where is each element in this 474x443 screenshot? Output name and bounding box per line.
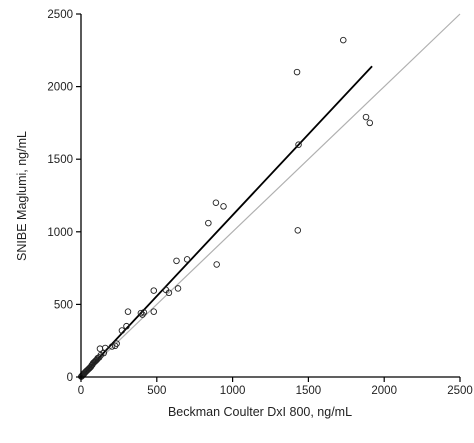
x-axis-label: Beckman Coulter DxI 800, ng/mL (168, 405, 352, 419)
data-point (174, 285, 182, 292)
y-tick-label: 1000 (47, 227, 73, 239)
y-axis-label: SNIBE Maglumi, ng/mL (15, 131, 29, 261)
data-point (205, 219, 212, 227)
data-point (340, 36, 347, 44)
data-point (137, 309, 145, 317)
y-tick-label: 2500 (47, 9, 73, 21)
data-points-layer (78, 36, 374, 380)
data-point (108, 343, 116, 350)
x-tick-label: 1000 (220, 385, 246, 397)
x-tick-label: 0 (78, 385, 84, 397)
data-point (212, 199, 220, 207)
data-point (366, 119, 374, 127)
data-point (165, 289, 173, 297)
data-point (295, 141, 302, 148)
data-point (293, 68, 301, 76)
data-point (102, 344, 109, 352)
data-point (150, 287, 158, 294)
identity-line-layer (80, 13, 461, 378)
data-point (124, 308, 132, 315)
y-tick-label: 2000 (47, 82, 73, 94)
data-point (173, 257, 180, 265)
y-tick-label: 1500 (47, 154, 73, 166)
x-tick-label: 2000 (371, 385, 397, 397)
data-point (118, 327, 126, 334)
data-point (294, 227, 302, 234)
data-point (113, 340, 120, 347)
data-point (183, 256, 191, 263)
x-tick-label: 2500 (447, 385, 473, 397)
x-tick-label: 500 (147, 385, 166, 397)
y-tick-label: 0 (67, 372, 73, 384)
data-point (220, 203, 227, 210)
data-point (150, 308, 158, 315)
identity-line (80, 13, 461, 378)
y-tick-label: 500 (54, 299, 73, 311)
x-tick-label: 1500 (296, 385, 322, 397)
data-point (123, 322, 130, 330)
data-point (140, 309, 148, 316)
data-point (213, 261, 220, 268)
axes: 0 500 1000 1500 2000 2500 0 500 1000 1500 2000 2500 (47, 9, 472, 397)
data-point (362, 113, 370, 121)
